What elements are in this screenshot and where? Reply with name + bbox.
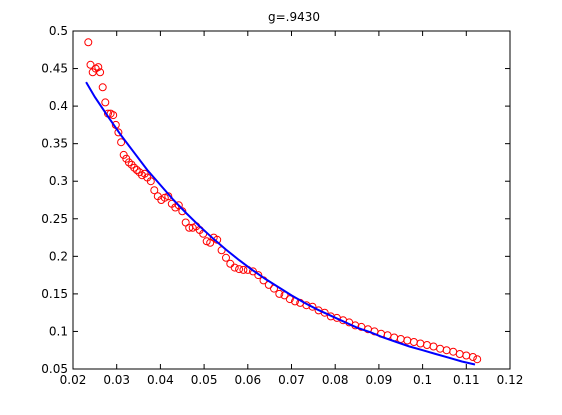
data-point [285,295,294,304]
x-tick-label: 0.05 [191,373,218,387]
data-point [160,193,169,202]
data-point [249,267,257,276]
axes: 0.02 0.03 0.04 0.05 0.06 0.07 0.08 0.09 0.1 0.11 0… [41,24,523,387]
data-point [96,68,105,77]
data-point [117,138,126,147]
y-tick-label: 0.15 [41,287,68,301]
data-point [132,166,141,174]
y-tick-label: 0.45 [41,62,68,76]
data-point [308,302,317,311]
data-point [188,223,197,232]
y-tick-label: 0.3 [49,174,68,188]
data-point [442,346,451,355]
data-point [449,347,458,356]
x-tick-label: 0.09 [366,373,393,387]
data-point [130,163,139,172]
axes-box [72,30,511,370]
data-point [403,336,412,345]
data-point [436,344,445,353]
data-point [468,353,477,361]
x-tick-label: 0.07 [278,373,305,387]
data-point [94,63,103,72]
data-point [396,335,405,343]
data-point [109,111,118,120]
fit-line [85,81,476,366]
data-point [473,355,482,364]
data-point [320,308,329,317]
y-tick-label: 0.5 [49,24,68,38]
data-point [202,237,211,246]
data-point [86,60,95,69]
x-tick-label: 0.1 [413,373,432,387]
data-point [226,259,235,268]
y-tick-label: 0.1 [49,324,68,338]
data-point [124,158,133,167]
data-point [239,265,248,274]
data-point [98,83,107,92]
data-point [455,350,464,358]
data-point [462,351,471,360]
data-point [230,263,239,272]
data-point [429,342,438,351]
data-point [254,271,263,280]
chart-title: g=.9430 [268,10,320,24]
y-tick-label: 0.25 [41,212,68,226]
data-point [146,177,155,186]
data-point [150,186,159,195]
data-point [235,265,244,274]
data-point [101,98,110,107]
data-point [114,128,123,137]
x-tick-label: 0.04 [147,373,174,387]
plot-area [84,38,482,366]
y-tick-label: 0.35 [41,137,68,151]
data-point [222,253,230,262]
data-point [409,338,418,346]
y-tick-label: 0.05 [41,362,68,376]
y-tick-label: 0.4 [49,99,68,113]
data-point [84,38,93,47]
x-tick-label: 0.11 [453,373,480,387]
data-point [416,339,425,348]
x-tick-label: 0.12 [497,373,524,387]
y-tick-label: 0.2 [49,249,68,263]
x-tick-label: 0.02 [60,373,87,387]
x-tick-label: 0.03 [103,373,130,387]
x-tick-label: 0.06 [234,373,261,387]
data-point [423,341,431,349]
data-point [174,201,183,210]
data-point [275,289,284,298]
x-tick-label: 0.08 [322,373,349,387]
